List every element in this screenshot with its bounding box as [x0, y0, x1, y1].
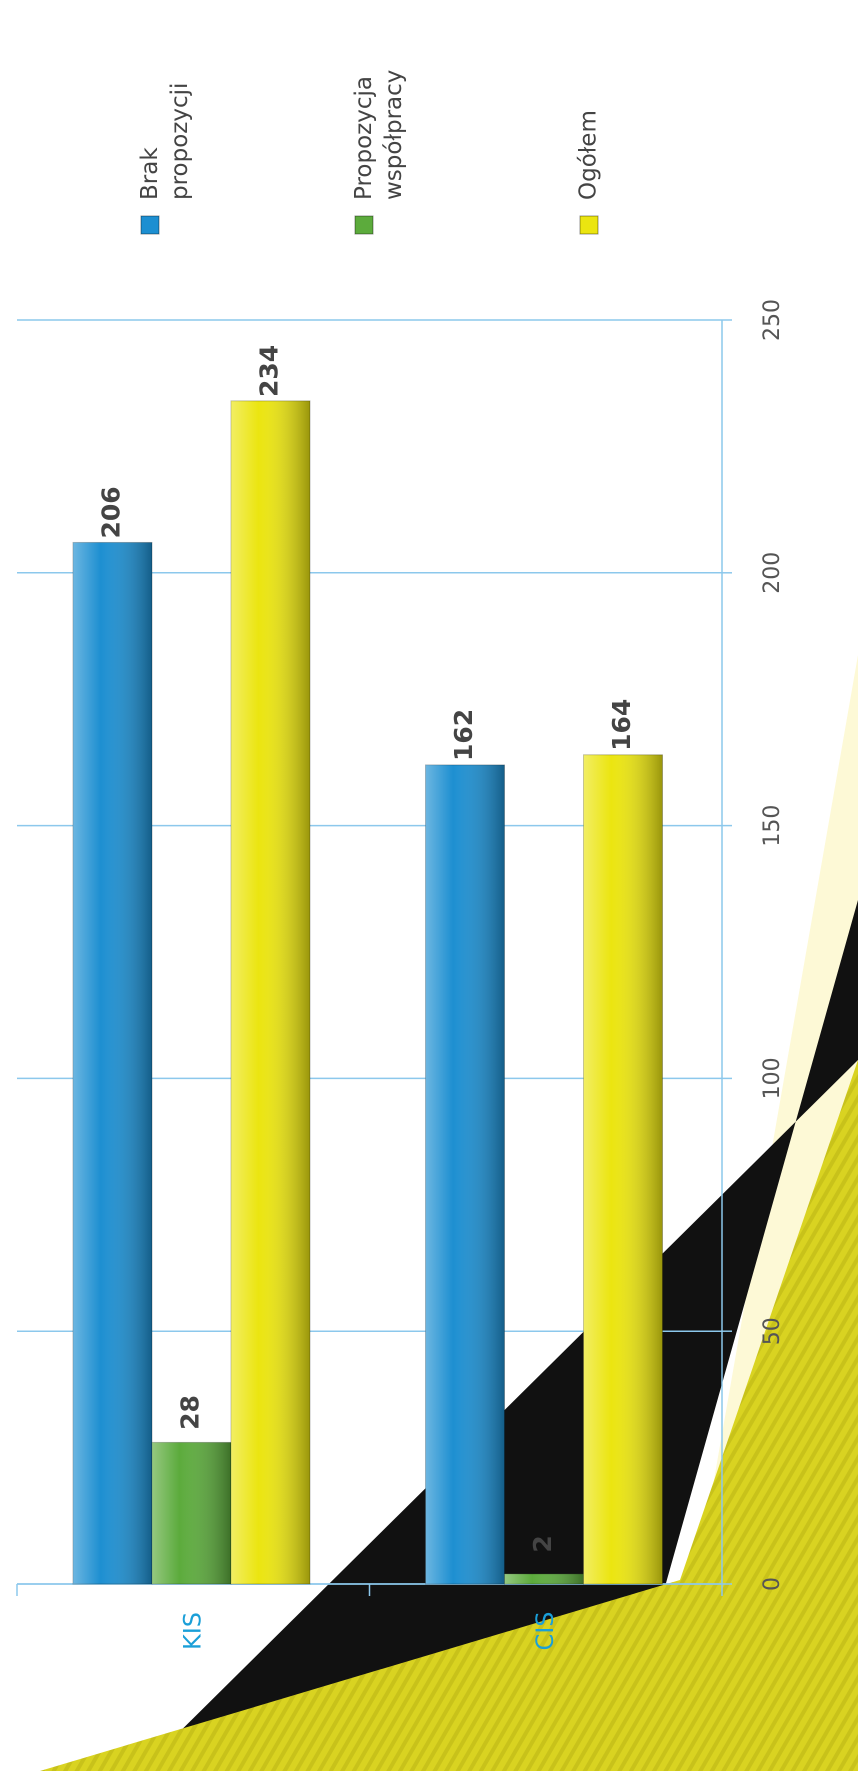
bar: [151, 1441, 232, 1585]
data-label: 164: [607, 699, 636, 751]
data-label: 2: [528, 1535, 557, 1552]
legend-label: Ogółem: [576, 110, 602, 200]
data-label: 234: [255, 345, 284, 397]
striped-wedge: [40, 1060, 858, 1771]
data-label: 206: [97, 486, 126, 538]
y-tick-label: 0: [760, 1577, 785, 1591]
bar: [425, 764, 505, 1585]
legend-label: Propozycja współpracy: [351, 70, 407, 200]
bar: [583, 754, 663, 1585]
y-tick-label: 150: [760, 805, 785, 847]
legend-swatch: [140, 215, 160, 235]
x-tick-label: KIS: [178, 1612, 206, 1650]
legend-label: Brak propozycji: [137, 83, 193, 200]
y-tick-label: 200: [760, 552, 785, 594]
legend-swatch: [354, 215, 374, 235]
bar: [504, 1573, 584, 1585]
y-tick-label: 250: [760, 299, 785, 341]
x-tick-label: CIS: [531, 1611, 559, 1650]
data-label: 162: [449, 709, 478, 761]
legend-swatch: [579, 215, 599, 235]
y-tick-label: 100: [760, 1057, 785, 1099]
data-label: 28: [176, 1395, 205, 1430]
y-tick-label: 50: [760, 1317, 785, 1345]
bar: [230, 400, 311, 1585]
bar: [72, 541, 153, 1585]
